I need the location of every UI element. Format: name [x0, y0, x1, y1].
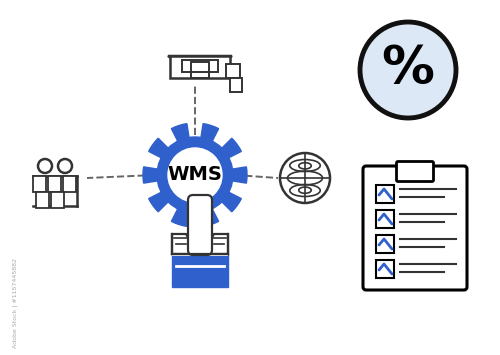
FancyBboxPatch shape — [230, 78, 242, 92]
FancyBboxPatch shape — [396, 162, 434, 181]
Wedge shape — [148, 175, 195, 212]
FancyBboxPatch shape — [48, 176, 61, 192]
FancyBboxPatch shape — [51, 192, 64, 208]
FancyBboxPatch shape — [172, 248, 228, 256]
Circle shape — [157, 137, 233, 213]
FancyBboxPatch shape — [376, 260, 394, 278]
FancyBboxPatch shape — [188, 195, 212, 255]
Text: %: % — [382, 43, 434, 95]
FancyBboxPatch shape — [33, 176, 46, 192]
Wedge shape — [195, 138, 242, 175]
Text: WMS: WMS — [168, 164, 222, 184]
Wedge shape — [172, 175, 195, 226]
Circle shape — [168, 148, 222, 202]
Wedge shape — [195, 175, 242, 212]
FancyBboxPatch shape — [363, 166, 467, 290]
FancyBboxPatch shape — [376, 235, 394, 253]
FancyBboxPatch shape — [376, 185, 394, 203]
Circle shape — [280, 153, 330, 203]
FancyBboxPatch shape — [226, 64, 240, 78]
Wedge shape — [148, 138, 195, 175]
FancyBboxPatch shape — [36, 192, 49, 208]
Circle shape — [360, 22, 456, 118]
Wedge shape — [195, 175, 218, 226]
Text: Adobe Stock | #1157445882: Adobe Stock | #1157445882 — [12, 258, 18, 348]
FancyBboxPatch shape — [63, 176, 76, 192]
FancyBboxPatch shape — [376, 210, 394, 228]
Wedge shape — [195, 124, 218, 175]
FancyBboxPatch shape — [172, 254, 228, 287]
FancyBboxPatch shape — [170, 56, 230, 78]
Wedge shape — [143, 167, 195, 183]
Wedge shape — [195, 167, 247, 183]
Wedge shape — [172, 124, 195, 175]
Polygon shape — [172, 234, 228, 254]
